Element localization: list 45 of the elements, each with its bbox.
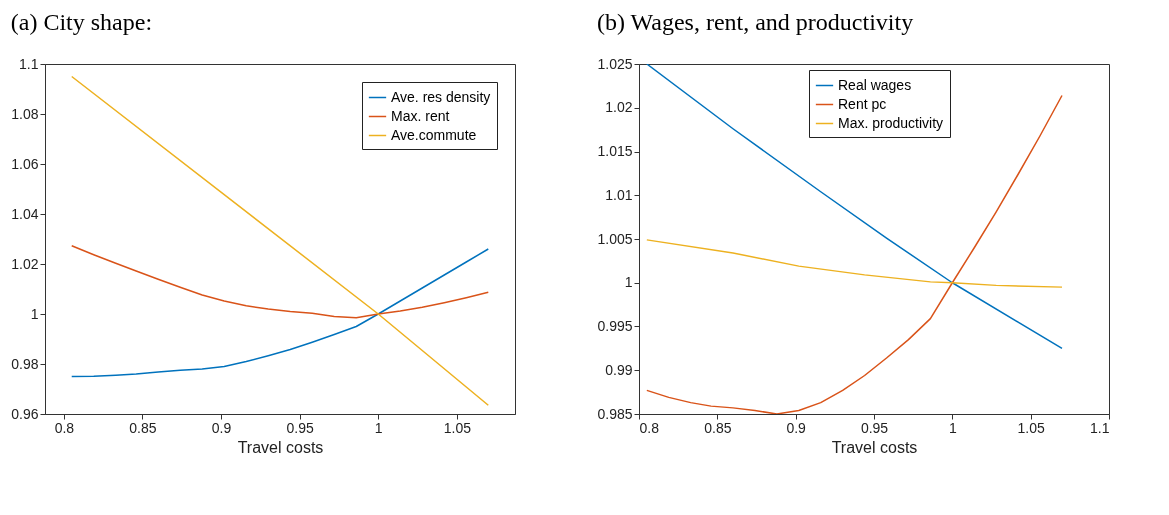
legend-label: Max. productivity bbox=[838, 114, 944, 131]
x-tick-label: 1.05 bbox=[443, 419, 472, 436]
line-series bbox=[646, 64, 1063, 350]
line-series bbox=[646, 239, 1063, 288]
chart-title: (a) City shape: bbox=[10, 9, 153, 35]
x-axis-title: Travel costs bbox=[237, 438, 324, 456]
y-tick-label: 0.985 bbox=[597, 405, 633, 422]
legend-label: Max. rent bbox=[391, 107, 450, 124]
x-tick-label: 0.85 bbox=[704, 419, 732, 436]
x-tick-label: 0.95 bbox=[286, 419, 314, 436]
x-tick-label: 1 bbox=[948, 419, 957, 436]
y-tick-label: 1.02 bbox=[11, 255, 39, 272]
y-tick-label: 1.02 bbox=[605, 99, 633, 116]
y-tick-label: 1.005 bbox=[597, 230, 633, 247]
x-tick-label: 0.8 bbox=[54, 419, 75, 436]
y-tick-label: 1.01 bbox=[605, 186, 633, 203]
y-tick-label: 1.015 bbox=[597, 143, 633, 159]
y-tick-label: 0.99 bbox=[605, 361, 633, 378]
x-tick-label: 0.95 bbox=[860, 419, 889, 436]
line-series bbox=[70, 245, 490, 319]
x-tick-label: 1.1 bbox=[1090, 419, 1110, 436]
y-tick-label: 0.98 bbox=[11, 355, 39, 372]
x-tick-label: 1.05 bbox=[1017, 419, 1045, 436]
y-tick-label: 1.08 bbox=[11, 105, 39, 122]
x-tick-label: 0.85 bbox=[129, 419, 157, 436]
legend-label: Rent pc bbox=[838, 95, 887, 112]
y-tick-label: 1 bbox=[624, 274, 633, 291]
legend-label: Real wages bbox=[838, 76, 912, 93]
line-series bbox=[646, 94, 1063, 414]
y-tick-label: 1.06 bbox=[11, 155, 39, 172]
x-tick-label: 0.8 bbox=[639, 419, 660, 436]
legend-label: Ave. res density bbox=[391, 88, 491, 105]
x-tick-label: 0.9 bbox=[211, 419, 232, 436]
chart-title: (b) Wages, rent, and productivity bbox=[596, 9, 914, 35]
y-tick-label: 1.1 bbox=[19, 55, 39, 72]
y-tick-label: 0.96 bbox=[11, 405, 39, 422]
x-tick-label: 1 bbox=[374, 419, 383, 436]
y-tick-label: 1 bbox=[30, 305, 39, 322]
legend-label: Ave.commute bbox=[391, 126, 477, 143]
y-tick-label: 1.025 bbox=[597, 55, 633, 72]
x-tick-label: 0.9 bbox=[786, 419, 807, 436]
line-series bbox=[70, 248, 490, 378]
y-tick-label: 0.995 bbox=[597, 318, 633, 334]
y-tick-label: 1.04 bbox=[11, 205, 39, 222]
x-axis-title: Travel costs bbox=[831, 438, 918, 456]
